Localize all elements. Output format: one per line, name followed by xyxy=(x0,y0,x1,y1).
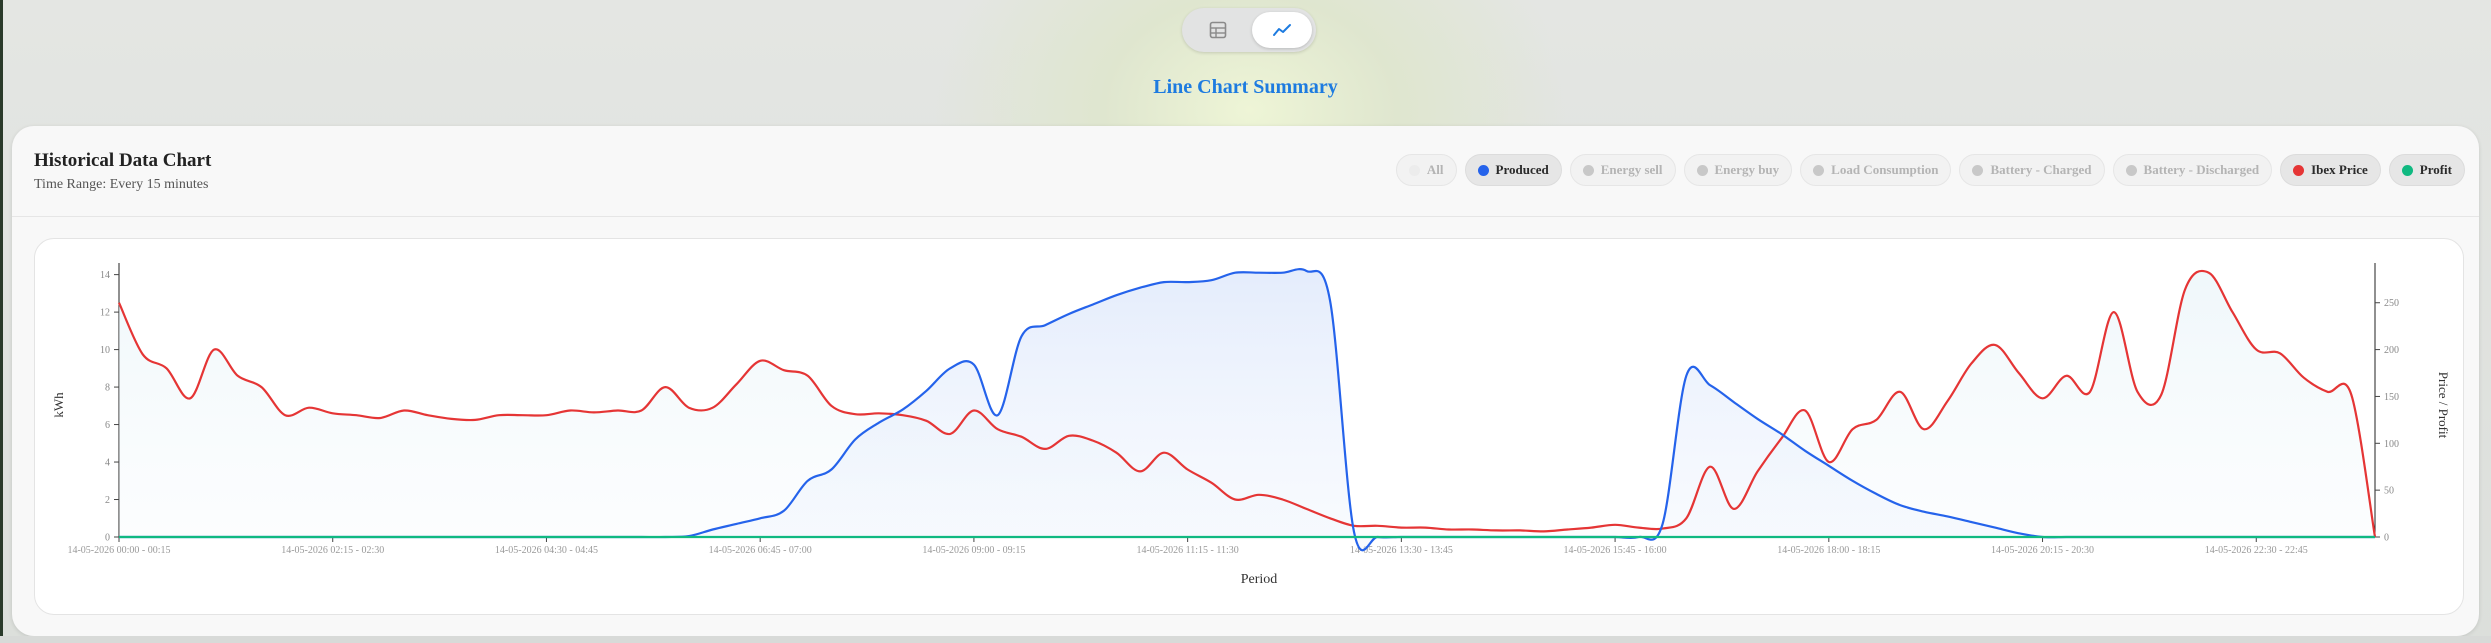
x-tick-label: 14-05-2026 15:45 - 16:00 xyxy=(1564,545,1667,556)
y2-tick-label: 200 xyxy=(2384,345,2399,356)
chart-container: 0 2 4 6 8 10 12 14 0 50 100 150 200 250 14-05-2026 0… xyxy=(34,238,2464,615)
x-axis-label: Period xyxy=(1241,572,1278,587)
legend-dot xyxy=(1408,164,1420,176)
y2-tick-label: 250 xyxy=(2384,298,2399,309)
series-filter: All Produced Energy sell Energy buy Load… xyxy=(1395,154,2465,186)
x-tick-label: 14-05-2026 00:00 - 00:15 xyxy=(67,545,170,556)
series-layer xyxy=(118,268,2377,552)
filter-label: All xyxy=(1426,162,1444,177)
time-range-label: Time Range: Every 15 minutes xyxy=(34,177,209,192)
legend-dot xyxy=(1696,164,1708,176)
filter-chip-all[interactable]: All xyxy=(1395,154,1457,186)
line-chart-view-button[interactable] xyxy=(1252,12,1312,48)
x-tick-label: 14-05-2026 18:00 - 18:15 xyxy=(1777,545,1880,556)
x-tick-label: 14-05-2026 09:00 - 09:15 xyxy=(922,545,1025,556)
legend-dot xyxy=(1477,164,1489,176)
series-area-produced xyxy=(119,269,2375,551)
window-edge xyxy=(0,0,3,643)
legend-dot xyxy=(1582,164,1594,176)
y-tick-label: 6 xyxy=(105,420,110,431)
filter-label: Profit xyxy=(2419,162,2452,177)
card-header: Historical Data Chart Time Range: Every … xyxy=(12,126,2479,217)
filter-label: Load Consumption xyxy=(1831,162,1939,177)
y-tick-label: 0 xyxy=(105,533,110,544)
filter-label: Energy sell xyxy=(1600,162,1663,177)
chart-card: Historical Data Chart Time Range: Every … xyxy=(12,126,2479,636)
y-tick-label: 10 xyxy=(100,345,110,356)
table-icon xyxy=(1209,21,1227,39)
x-tick-label: 14-05-2026 06:45 - 07:00 xyxy=(709,545,812,556)
filter-chip-profit[interactable]: Profit xyxy=(2388,154,2465,186)
x-tick-label: 14-05-2026 11:15 - 11:30 xyxy=(1136,545,1238,556)
x-tick-label: 14-05-2026 04:30 - 04:45 xyxy=(495,545,598,556)
line-chart-icon xyxy=(1273,24,1291,36)
y2-tick-label: 150 xyxy=(2384,392,2399,403)
y-axis-left: 0 2 4 6 8 10 12 14 xyxy=(100,263,120,544)
card-title: Historical Data Chart xyxy=(34,150,212,171)
legend-dot xyxy=(1972,164,1984,176)
legend-dot xyxy=(2401,164,2413,176)
y-tick-label: 4 xyxy=(105,458,110,469)
filter-label: Energy buy xyxy=(1714,162,1780,177)
filter-label: Ibex Price xyxy=(2311,162,2368,177)
y2-tick-label: 50 xyxy=(2384,486,2394,497)
filter-label: Battery - Charged xyxy=(1990,162,2092,177)
filter-chip-energy-sell[interactable]: Energy sell xyxy=(1569,154,1676,186)
y-tick-label: 14 xyxy=(100,270,110,281)
filter-chip-ibex-price[interactable]: Ibex Price xyxy=(2280,154,2381,186)
filter-chip-energy-buy[interactable]: Energy buy xyxy=(1683,154,1793,186)
filter-chip-produced[interactable]: Produced xyxy=(1464,154,1562,186)
page-bottom-edge xyxy=(0,636,2491,643)
table-view-button[interactable] xyxy=(1188,12,1248,48)
filter-chip-battery-discharged[interactable]: Battery - Discharged xyxy=(2112,154,2273,186)
filter-chip-load-consumption[interactable]: Load Consumption xyxy=(1800,154,1952,186)
filter-label: Produced xyxy=(1495,162,1549,177)
y-tick-label: 8 xyxy=(105,383,110,394)
view-toggle xyxy=(1182,8,1316,52)
filter-label: Battery - Discharged xyxy=(2143,162,2260,177)
x-tick-label: 14-05-2026 22:30 - 22:45 xyxy=(2205,545,2308,556)
filter-chip-battery-charged[interactable]: Battery - Charged xyxy=(1959,154,2105,186)
y2-axis-label: Price / Profit xyxy=(2436,372,2451,439)
x-axis: 14-05-2026 00:00 - 00:15 14-05-2026 02:15… xyxy=(67,536,2375,556)
legend-dot xyxy=(2125,164,2137,176)
y-tick-label: 2 xyxy=(105,495,110,506)
x-tick-label: 14-05-2026 02:15 - 02:30 xyxy=(281,545,384,556)
y2-tick-label: 0 xyxy=(2384,533,2389,544)
y2-tick-label: 100 xyxy=(2384,439,2399,450)
y-axis-right: 0 50 100 150 200 250 xyxy=(2374,263,2399,544)
legend-dot xyxy=(1813,164,1825,176)
series-line-ibex-price xyxy=(118,269,2377,538)
y-axis-label: kWh xyxy=(51,392,66,418)
x-tick-label: 14-05-2026 20:15 - 20:30 xyxy=(1991,545,2094,556)
legend-dot xyxy=(2293,164,2305,176)
line-chart: 0 2 4 6 8 10 12 14 0 50 100 150 200 250 14-05-2026 0… xyxy=(51,263,2451,587)
summary-title: Line Chart Summary xyxy=(1153,76,1338,98)
y-tick-label: 12 xyxy=(100,308,110,319)
x-tick-label: 14-05-2026 13:30 - 13:45 xyxy=(1350,545,1453,556)
